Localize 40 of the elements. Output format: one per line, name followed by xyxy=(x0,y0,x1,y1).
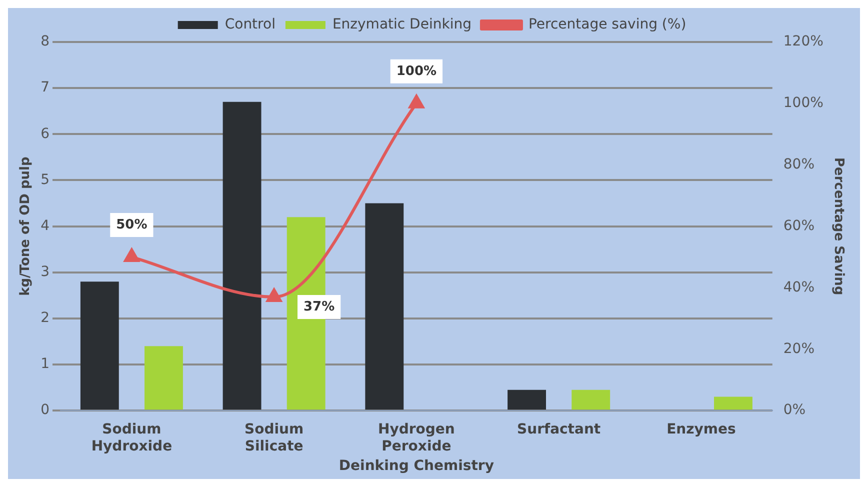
y-tick-label: 0 xyxy=(40,402,50,418)
legend-label: Control xyxy=(224,16,276,33)
x-tick-label: Surfactant xyxy=(517,422,601,438)
legend-label: Percentage saving (%) xyxy=(528,16,686,33)
legend-label: Enzymatic Deinking xyxy=(332,16,472,33)
x-tick-label: Sodium Hydroxide xyxy=(91,422,172,454)
y2-tick-label: 40% xyxy=(783,279,814,296)
y2-tick-label: 0% xyxy=(783,402,806,418)
bar xyxy=(572,390,610,410)
data-label: 50% xyxy=(116,217,148,232)
point xyxy=(266,288,282,302)
x-tick-label: Enzymes xyxy=(666,422,736,438)
x-axis-title: Deinking Chemistry xyxy=(338,458,494,474)
y-tick-label: 1 xyxy=(40,356,50,372)
y-tick-label: 3 xyxy=(40,264,50,280)
y-tick-label: 6 xyxy=(40,126,50,142)
point xyxy=(408,94,424,108)
x-tick-label: Hydrogen Peroxide xyxy=(378,422,455,454)
y2-tick-label: 20% xyxy=(783,340,814,357)
y2-tick-label: 80% xyxy=(783,156,814,173)
bar xyxy=(508,390,546,410)
y-tick-label: 5 xyxy=(40,172,50,188)
bar xyxy=(144,346,183,410)
y-tick-label: 4 xyxy=(40,218,50,234)
bar xyxy=(80,282,119,410)
data-label: 100% xyxy=(396,64,437,79)
bar xyxy=(714,396,752,410)
y2-tick-label: 120% xyxy=(783,34,824,50)
y2-axis-title: Percentage Saving xyxy=(830,157,846,296)
x-tick-label: Sodium Silicate xyxy=(244,422,304,454)
data-label: 37% xyxy=(304,299,335,314)
y-tick-label: 7 xyxy=(40,80,50,96)
y-tick-label: 2 xyxy=(40,310,50,326)
bar xyxy=(222,102,262,410)
y2-tick-label: 60% xyxy=(783,218,814,234)
y-axis-title: kg/Tone of OD pulp xyxy=(18,156,34,296)
y-tick-label: 8 xyxy=(40,34,50,50)
y2-tick-label: 100% xyxy=(783,95,824,112)
point xyxy=(124,248,140,262)
bar xyxy=(365,203,404,410)
